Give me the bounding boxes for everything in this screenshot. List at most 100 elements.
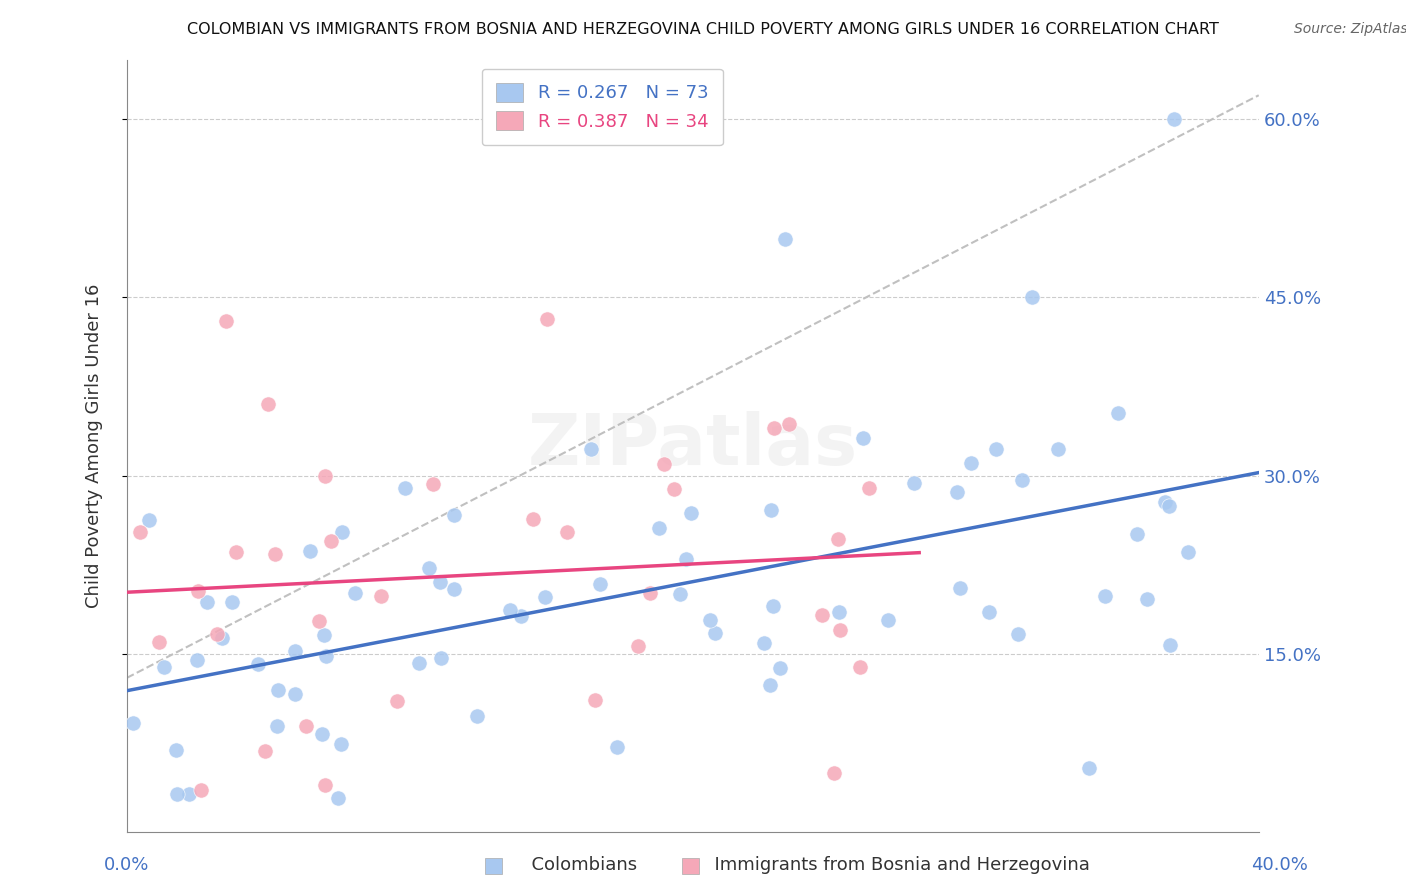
Text: 40.0%: 40.0% [1251, 856, 1308, 874]
Point [1007, 627, 1029, 641]
Point [221, 595, 243, 609]
Point [1136, 591, 1159, 606]
Point [903, 475, 925, 490]
Point [166, 787, 188, 801]
Point [1177, 545, 1199, 559]
Point [606, 740, 628, 755]
Point [1163, 112, 1185, 126]
Point [311, 727, 333, 741]
Point [284, 687, 307, 701]
Point [830, 623, 852, 637]
Legend: R = 0.267   N = 73, R = 0.387   N = 34: R = 0.267 N = 73, R = 0.387 N = 34 [482, 69, 723, 145]
Point [314, 468, 336, 483]
Point [669, 587, 692, 601]
Point [148, 634, 170, 648]
Point [877, 613, 900, 627]
Point [811, 607, 834, 622]
Point [329, 737, 352, 751]
Point [1021, 290, 1043, 304]
Point [1159, 639, 1181, 653]
Point [215, 314, 238, 328]
Point [681, 506, 703, 520]
Point [254, 744, 277, 758]
Point [267, 682, 290, 697]
Point [330, 524, 353, 539]
Point [699, 613, 721, 627]
Point [138, 513, 160, 527]
Point [165, 743, 187, 757]
Point [638, 586, 661, 600]
Text: 0.0%: 0.0% [104, 856, 149, 874]
Point [648, 521, 671, 535]
Point [443, 508, 465, 522]
Point [509, 608, 531, 623]
Point [1159, 499, 1181, 513]
Point [1126, 526, 1149, 541]
Point [762, 599, 785, 613]
Point [1107, 405, 1129, 419]
Point [1154, 494, 1177, 508]
Text: COLOMBIAN VS IMMIGRANTS FROM BOSNIA AND HERZEGOVINA CHILD POVERTY AMONG GIRLS UN: COLOMBIAN VS IMMIGRANTS FROM BOSNIA AND … [187, 22, 1219, 37]
Point [759, 503, 782, 517]
Point [852, 431, 875, 445]
Point [758, 678, 780, 692]
Point [418, 561, 440, 575]
Text: Source: ZipAtlas.com: Source: ZipAtlas.com [1294, 22, 1406, 37]
Point [247, 657, 270, 672]
Point [190, 783, 212, 797]
Point [465, 708, 488, 723]
Point [752, 636, 775, 650]
Point [583, 693, 606, 707]
Point [429, 574, 451, 589]
Point [533, 590, 555, 604]
Point [408, 656, 430, 670]
Point [763, 421, 786, 435]
Point [555, 524, 578, 539]
Point [326, 791, 349, 805]
Point [321, 534, 343, 549]
Point [581, 442, 603, 457]
Point [205, 627, 228, 641]
Point [129, 524, 152, 539]
Point [344, 586, 367, 600]
Point [284, 643, 307, 657]
Point [848, 659, 870, 673]
Point [263, 548, 285, 562]
Point [778, 417, 800, 432]
Point [195, 595, 218, 609]
Text: Immigrants from Bosnia and Herzegovina: Immigrants from Bosnia and Herzegovina [703, 856, 1090, 874]
Point [299, 544, 322, 558]
Point [443, 582, 465, 596]
Point [315, 649, 337, 664]
Point [773, 232, 796, 246]
Point [858, 481, 880, 495]
Point [430, 650, 453, 665]
Point [211, 631, 233, 645]
Point [394, 481, 416, 495]
Point [769, 661, 792, 675]
Point [153, 660, 176, 674]
Point [385, 694, 408, 708]
Point [1047, 442, 1070, 457]
Point [664, 483, 686, 497]
Point [266, 719, 288, 733]
Point [422, 477, 444, 491]
Point [827, 532, 849, 546]
Y-axis label: Child Poverty Among Girls Under 16: Child Poverty Among Girls Under 16 [86, 284, 103, 608]
Point [1078, 761, 1101, 775]
Point [225, 545, 247, 559]
Point [828, 605, 851, 619]
Point [979, 605, 1001, 619]
Point [121, 716, 143, 731]
Text: ZIPatlas: ZIPatlas [527, 411, 858, 481]
Point [949, 581, 972, 595]
Point [823, 766, 845, 780]
Point [295, 719, 318, 733]
Point [946, 485, 969, 500]
Point [627, 639, 650, 653]
Point [179, 787, 201, 801]
Point [675, 552, 697, 566]
Text: Colombians: Colombians [520, 856, 637, 874]
Point [652, 457, 675, 471]
Point [308, 614, 330, 628]
